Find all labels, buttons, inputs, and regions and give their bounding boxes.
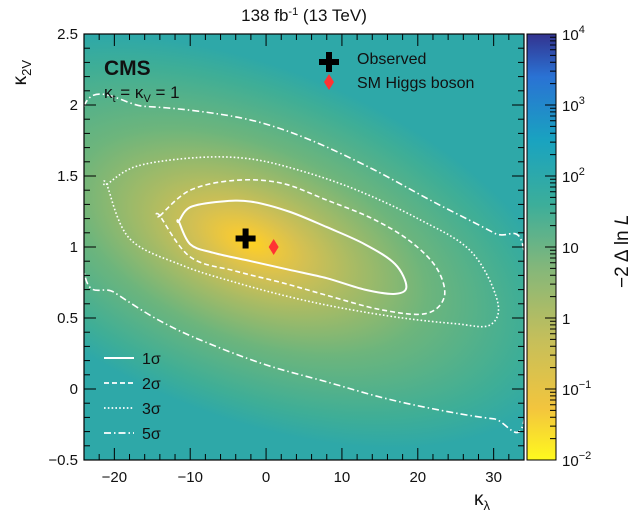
colorbar-tick-label: 103: [562, 95, 585, 115]
chart-title: 138 fb-1 (13 TeV): [241, 6, 367, 25]
heatmap-area: [84, 34, 524, 460]
colorbar-tick-label: 104: [562, 24, 585, 44]
legend-label-2sigma: 2σ: [142, 376, 161, 393]
legend-label-sm-higgs: SM Higgs boson: [357, 75, 474, 92]
legend-label-3sigma: 3σ: [142, 401, 161, 418]
y-axis-label: κ2V: [10, 60, 34, 86]
x-axis-label: κλ: [474, 489, 491, 513]
legend-label-observed: Observed: [357, 51, 426, 68]
x-tick-label: −10: [177, 469, 202, 486]
colorbar-label: −2 Δ ln L: [612, 215, 633, 288]
x-tick-label: 10: [334, 469, 351, 486]
points-legend: Observed SM Higgs boson: [319, 51, 474, 92]
colorbar-tick-label: 10−2: [562, 450, 591, 470]
y-axis: −0.5 0 0.5 1 1.5 2 2.5: [48, 26, 524, 469]
x-axis: −20 −10 0 10 20 30: [83, 34, 525, 486]
colorbar-tick-label: 102: [562, 166, 585, 186]
legend-label-4sigma: 5σ: [142, 426, 161, 443]
contour-solid-1sigma: [176, 199, 408, 295]
legend-item-sm-higgs: SM Higgs boson: [324, 74, 474, 92]
colorbar-tick-label: 10−1: [562, 379, 591, 399]
y-tick-label: −0.5: [48, 452, 78, 469]
colorbar-ticks: 10−2 10−1 1 10 102 103 104: [545, 24, 591, 470]
condition-label: κt = κV = 1: [104, 83, 180, 105]
heatmap-fill: [84, 34, 524, 460]
sm-higgs-point-marker: [268, 239, 279, 255]
y-tick-label: 1.5: [57, 168, 78, 185]
contour-legend: 1σ 2σ 3σ 5σ: [104, 351, 161, 443]
legend-label-1sigma: 1σ: [142, 351, 161, 368]
y-tick-label: 2: [70, 97, 78, 114]
colorbar-tick-label: 1: [562, 311, 570, 328]
x-tick-label: 20: [409, 469, 426, 486]
x-tick-label: 30: [485, 469, 502, 486]
y-tick-label: 0.5: [57, 310, 78, 327]
y-tick-label: 0: [70, 381, 78, 398]
cross-marker-icon: [319, 52, 339, 72]
experiment-label: CMS: [104, 57, 151, 80]
contour-dashed-2sigma: [155, 178, 446, 316]
x-tick-label: 0: [262, 469, 270, 486]
points-layer: [235, 228, 279, 255]
legend-item-observed: Observed: [319, 51, 426, 72]
colorbar-tick-label: 10: [562, 240, 579, 257]
y-tick-label: 2.5: [57, 26, 78, 43]
diamond-marker-icon: [324, 74, 334, 90]
y-tick-label: 1: [70, 239, 78, 256]
x-tick-label: −20: [102, 469, 127, 486]
observed-point-marker: [235, 228, 256, 249]
